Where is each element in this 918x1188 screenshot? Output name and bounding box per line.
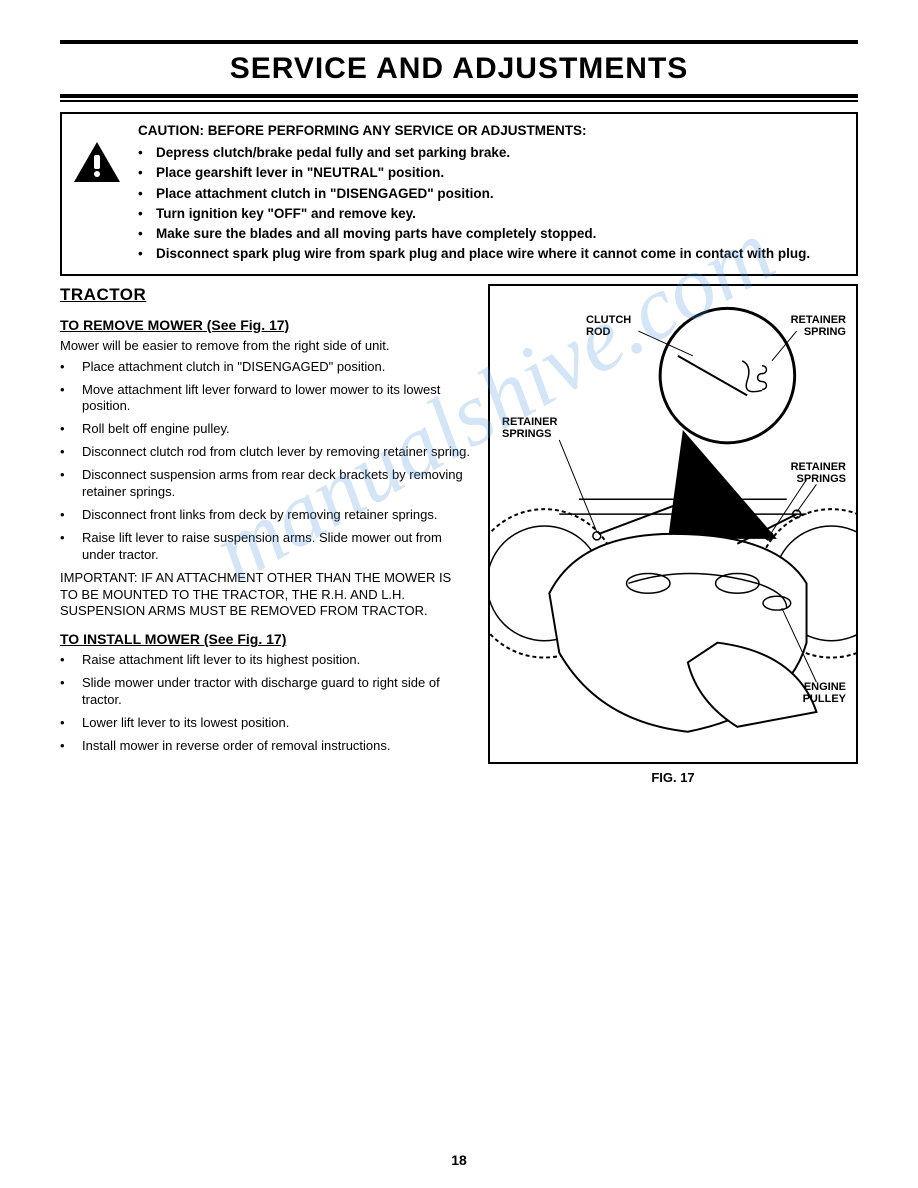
warning-icon [72, 122, 126, 266]
caution-item: Place gearshift lever in "NEUTRAL" posit… [156, 164, 846, 182]
caution-item: Depress clutch/brake pedal fully and set… [156, 144, 846, 162]
caution-item: Turn ignition key "OFF" and remove key. [156, 205, 846, 223]
caution-item: Disconnect spark plug wire from spark pl… [156, 245, 846, 263]
remove-step: Disconnect clutch rod from clutch lever … [82, 444, 470, 461]
install-step: Slide mower under tractor with discharge… [82, 675, 470, 709]
top-rule [60, 40, 858, 44]
fig-label-retainer-springs-right: RETAINER SPRINGS [791, 461, 846, 485]
fig-label-engine-pulley: ENGINE PULLEY [803, 681, 846, 705]
remove-step: Raise lift lever to raise suspension arm… [82, 530, 470, 564]
important-note: IMPORTANT: IF AN ATTACHMENT OTHER THAN T… [60, 570, 470, 621]
page-number: 18 [0, 1152, 918, 1168]
install-step: Raise attachment lift lever to its highe… [82, 652, 470, 669]
main-columns: TRACTOR TO REMOVE MOWER (See Fig. 17) Mo… [60, 284, 858, 785]
remove-step: Place attachment clutch in "DISENGAGED" … [82, 359, 470, 376]
remove-step: Roll belt off engine pulley. [82, 421, 470, 438]
caution-list: Depress clutch/brake pedal fully and set… [138, 144, 846, 263]
fig-label-retainer-springs-left: RETAINER SPRINGS [502, 416, 557, 440]
caution-heading: CAUTION: BEFORE PERFORMING ANY SERVICE O… [138, 122, 846, 140]
remove-steps: Place attachment clutch in "DISENGAGED" … [60, 359, 470, 564]
remove-step: Disconnect front links from deck by remo… [82, 507, 470, 524]
figure-17: CLUTCH ROD RETAINER SPRING RETAINER SPRI… [488, 284, 858, 764]
right-column: CLUTCH ROD RETAINER SPRING RETAINER SPRI… [488, 284, 858, 785]
title-underline [60, 94, 858, 102]
install-heading: TO INSTALL MOWER (See Fig. 17) [60, 630, 470, 648]
caution-item: Place attachment clutch in "DISENGAGED" … [156, 185, 846, 203]
page-title: SERVICE AND ADJUSTMENTS [60, 52, 858, 86]
figure-caption: FIG. 17 [488, 770, 858, 785]
remove-intro: Mower will be easier to remove from the … [60, 338, 470, 355]
remove-step: Move attachment lift lever forward to lo… [82, 382, 470, 416]
remove-step: Disconnect suspension arms from rear dec… [82, 467, 470, 501]
caution-box: CAUTION: BEFORE PERFORMING ANY SERVICE O… [60, 112, 858, 276]
remove-heading: TO REMOVE MOWER (See Fig. 17) [60, 316, 470, 334]
caution-content: CAUTION: BEFORE PERFORMING ANY SERVICE O… [138, 122, 846, 266]
tractor-heading: TRACTOR [60, 284, 470, 306]
install-step: Lower lift lever to its lowest position. [82, 715, 470, 732]
install-steps: Raise attachment lift lever to its highe… [60, 652, 470, 754]
figure-17-svg [490, 286, 856, 762]
caution-item: Make sure the blades and all moving part… [156, 225, 846, 243]
left-column: TRACTOR TO REMOVE MOWER (See Fig. 17) Mo… [60, 284, 470, 785]
fig-label-retainer-spring: RETAINER SPRING [791, 314, 846, 338]
fig-label-clutch-rod: CLUTCH ROD [586, 314, 631, 338]
install-step: Install mower in reverse order of remova… [82, 738, 470, 755]
